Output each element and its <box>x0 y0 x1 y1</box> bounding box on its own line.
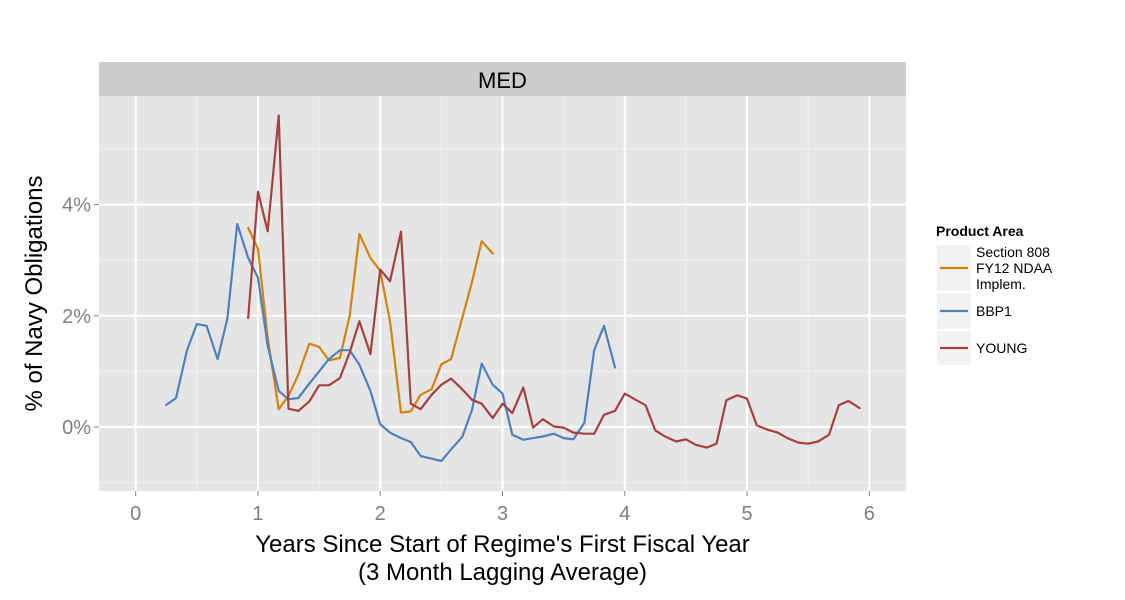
facet-strip-background <box>99 62 906 96</box>
legend-label: Implem. <box>976 276 1026 292</box>
legend-label: YOUNG <box>976 340 1027 356</box>
x-axis: 0 1 2 3 4 5 6 <box>130 491 875 525</box>
x-tick-label: 6 <box>864 503 875 525</box>
x-tick-label: 4 <box>619 503 630 525</box>
x-tick-label: 3 <box>497 503 508 525</box>
series-line-3 <box>247 114 861 449</box>
y-axis: 0% 2% 4% <box>62 194 99 439</box>
x-tick-label: 0 <box>130 503 141 525</box>
x-axis-subtitle: (3 Month Lagging Average) <box>358 559 647 586</box>
major-gridlines <box>99 96 906 491</box>
x-tick-label: 2 <box>375 503 386 525</box>
y-tick-label: 4% <box>62 194 91 216</box>
legend-label: Section 808 <box>976 244 1050 260</box>
series-line-2 <box>165 222 617 463</box>
y-tick-label: 0% <box>62 417 91 439</box>
legend-title: Product Area <box>936 223 1024 239</box>
legend-label: BBP1 <box>976 303 1012 319</box>
facet-strip: MED <box>99 62 906 96</box>
facet-label: MED <box>478 68 527 93</box>
x-axis-title: Years Since Start of Regime's First Fisc… <box>255 531 750 558</box>
series-lines <box>165 114 861 463</box>
x-tick-label: 5 <box>741 503 752 525</box>
x-tick-label: 1 <box>252 503 263 525</box>
y-tick-label: 2% <box>62 306 91 328</box>
plot-panel <box>99 96 906 491</box>
y-axis-title: % of Navy Obligations <box>21 175 48 411</box>
legend-label: FY12 NDAA <box>976 260 1053 276</box>
